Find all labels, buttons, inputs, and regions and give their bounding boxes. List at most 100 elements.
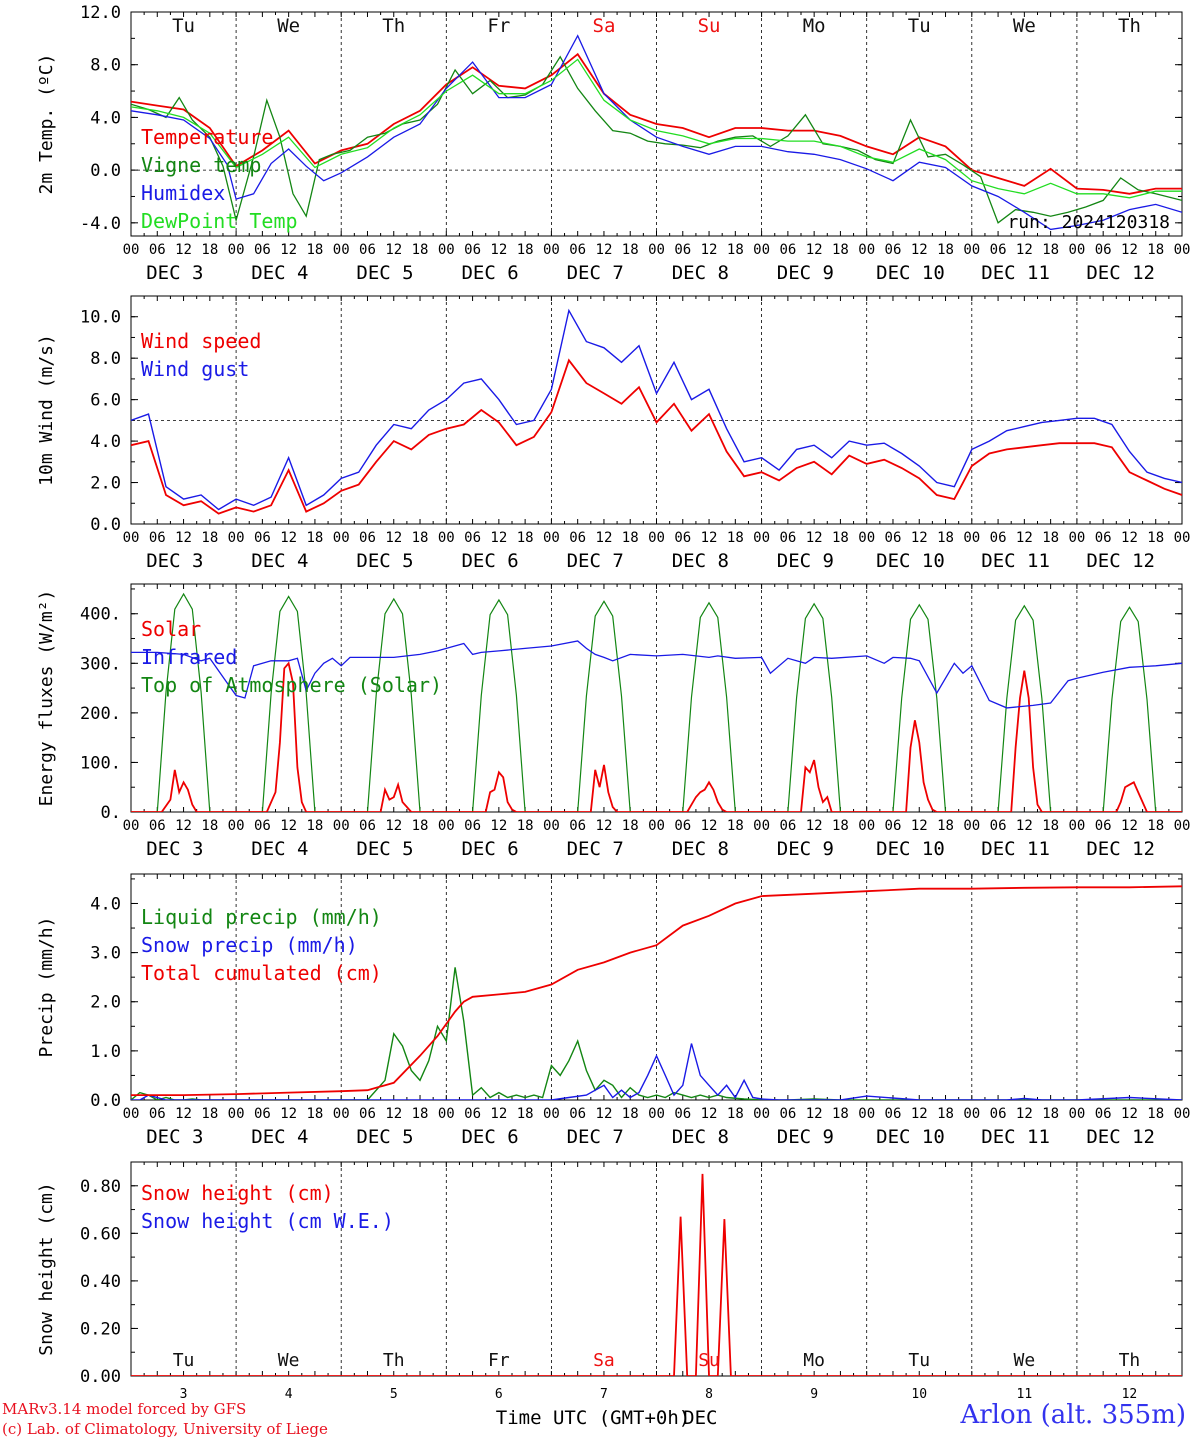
hour-label: 00 — [228, 818, 245, 834]
hour-label: 06 — [1095, 1106, 1112, 1122]
series-line-temperature — [131, 52, 1182, 195]
y-tick-label: -4.0 — [80, 214, 121, 234]
hour-label: 06 — [674, 1106, 691, 1122]
y-axis-title: 2m Temp. (ºC) — [36, 54, 57, 195]
hour-label: 18 — [622, 818, 639, 834]
hour-label: 06 — [464, 1106, 481, 1122]
series-group — [131, 34, 1182, 231]
legend-entry: DewPoint Temp — [141, 209, 298, 233]
date-label: DEC 10 — [876, 838, 945, 860]
hour-label: 18 — [306, 1106, 323, 1122]
hour-label: 06 — [674, 242, 691, 258]
series-group — [131, 592, 1182, 812]
hour-label: 00 — [858, 818, 875, 834]
hour-label: 00 — [753, 1106, 770, 1122]
hour-label: 18 — [832, 530, 849, 546]
legend-entry: Snow height (cm W.E.) — [141, 1209, 394, 1233]
date-label: DEC 6 — [461, 262, 518, 284]
hour-label: 00 — [1174, 242, 1191, 258]
hour-label: 00 — [228, 242, 245, 258]
date-label: DEC 10 — [876, 550, 945, 572]
date-label: DEC 9 — [777, 550, 834, 572]
date-label: DEC 12 — [1086, 262, 1155, 284]
panel-energy: 400. 300. 200. 100. 0. Energy fluxes (W/m²) So… — [36, 583, 1191, 860]
hour-label: 12 — [490, 530, 507, 546]
hour-label: 12 — [806, 1106, 823, 1122]
y-axis-title: Energy fluxes (W/m²) — [36, 590, 57, 807]
legend-entry: Humidex — [141, 181, 225, 205]
hour-label: 18 — [937, 242, 954, 258]
hour-label: 12 — [701, 242, 718, 258]
date-label: DEC 8 — [672, 838, 729, 860]
y-tick-label: 8.0 — [90, 56, 121, 76]
date-label: DEC 4 — [251, 262, 308, 284]
run-label: run: 2024120318 — [1007, 212, 1170, 233]
hour-label: 12 — [701, 1106, 718, 1122]
hour-label: 06 — [569, 242, 586, 258]
x-axis-title: Time UTC (GMT+0h) — [496, 1407, 690, 1429]
hour-label: 12 — [490, 242, 507, 258]
hour-label: 06 — [885, 1106, 902, 1122]
hour-label: 00 — [1068, 530, 1085, 546]
date-label: DEC 5 — [356, 1126, 413, 1148]
hour-label: 00 — [543, 530, 560, 546]
series-line-humidex — [131, 34, 1182, 231]
hour-label: 00 — [438, 242, 455, 258]
date-label: DEC 12 — [1086, 1126, 1155, 1148]
date-label: DEC 6 — [461, 838, 518, 860]
panel-temp: 12.0 8.0 4.0 0.0 -4.0 2m Temp. (ºC) Tu We Th Fr Sa… — [36, 3, 1190, 284]
day-of-week-label: Fr — [488, 1350, 510, 1371]
day-of-week-label: Th — [1119, 1350, 1141, 1371]
hour-label: 00 — [753, 818, 770, 834]
hour-label: 06 — [149, 242, 166, 258]
hour-label: 12 — [911, 1106, 928, 1122]
day-of-week-label: Sa — [593, 1350, 615, 1371]
hour-label: 18 — [412, 242, 429, 258]
hour-label: 06 — [779, 1106, 796, 1122]
date-label: DEC 7 — [567, 550, 624, 572]
date-label: DEC 7 — [567, 838, 624, 860]
hour-label: 00 — [648, 818, 665, 834]
hour-label: 12 — [280, 530, 297, 546]
date-label: DEC 7 — [567, 1126, 624, 1148]
y-tick-label: 0.60 — [80, 1224, 121, 1244]
hour-label: 00 — [1068, 818, 1085, 834]
hour-label: 18 — [937, 530, 954, 546]
legend-entry: Snow height (cm) — [141, 1181, 334, 1205]
hour-label: 12 — [701, 818, 718, 834]
day-number-label: 10 — [911, 1387, 927, 1402]
legend-entry: Temperature — [141, 125, 273, 149]
hour-label: 18 — [517, 818, 534, 834]
series-line-snow-precip-mm-h- — [131, 1043, 1182, 1100]
y-axis-title: 10m Wind (m/s) — [36, 334, 57, 486]
hour-label: 12 — [596, 1106, 613, 1122]
hour-label: 12 — [175, 818, 192, 834]
legend-entry: Infrared — [141, 645, 237, 669]
day-of-week-label: Sa — [593, 15, 616, 37]
y-tick-label: 2.0 — [90, 993, 121, 1013]
hour-label: 18 — [1042, 1106, 1059, 1122]
model-credit: MARv3.14 model forced by GFS — [2, 1400, 247, 1418]
hour-label: 12 — [280, 818, 297, 834]
y-tick-label: 4.0 — [90, 894, 121, 914]
y-tick-label: 100. — [80, 753, 121, 773]
hour-label: 18 — [412, 530, 429, 546]
hour-label: 12 — [280, 1106, 297, 1122]
hour-label: 00 — [1174, 818, 1191, 834]
hour-label: 18 — [201, 242, 218, 258]
date-label: DEC 5 — [356, 262, 413, 284]
hour-label: 00 — [648, 242, 665, 258]
hour-label: 12 — [385, 242, 402, 258]
hour-label: 12 — [911, 242, 928, 258]
hour-label: 12 — [175, 242, 192, 258]
hour-label: 00 — [963, 530, 980, 546]
hour-label: 06 — [569, 1106, 586, 1122]
hour-label: 00 — [1068, 242, 1085, 258]
day-number-label: 6 — [495, 1387, 503, 1402]
hour-label: 00 — [648, 530, 665, 546]
series-line-snow-height-cm- — [131, 1173, 1182, 1376]
series-group — [131, 308, 1182, 515]
hour-label: 06 — [254, 818, 271, 834]
